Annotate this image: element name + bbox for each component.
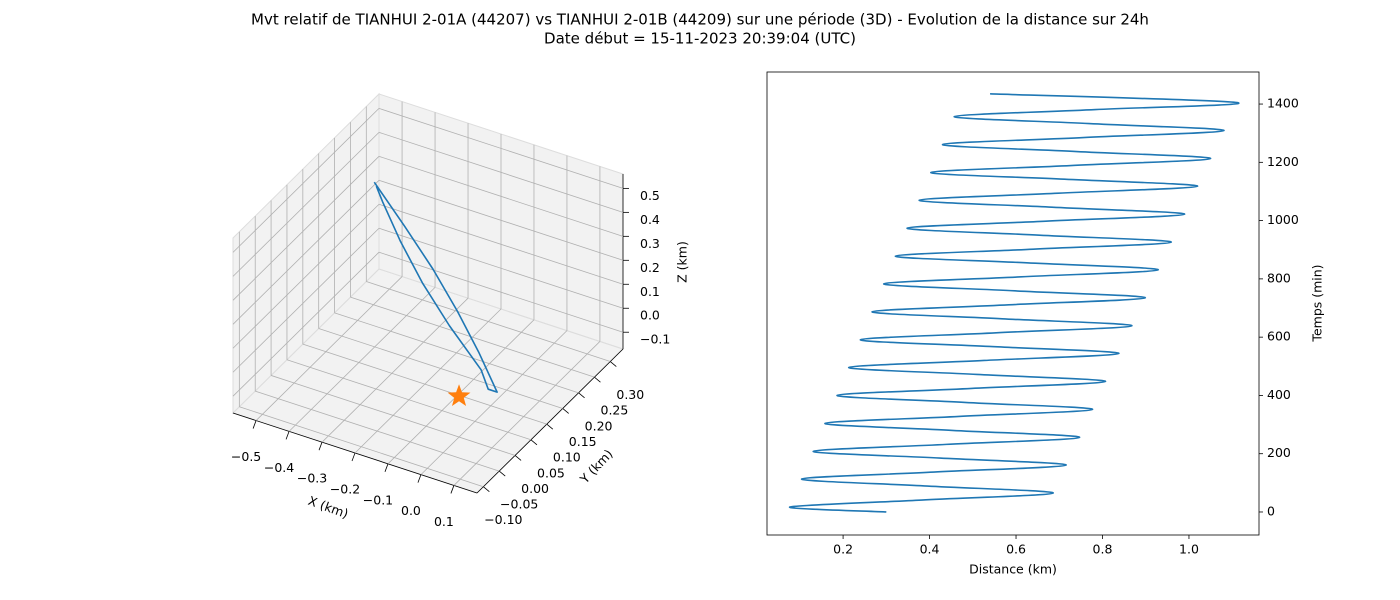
y-tick-label: 400 — [1267, 387, 1291, 402]
y-tick — [498, 470, 506, 477]
y-tick-label: 0.25 — [601, 403, 629, 418]
y-tick-label: −0.10 — [484, 512, 522, 527]
y-tick-label: 1400 — [1267, 96, 1299, 111]
grid-line — [232, 132, 380, 277]
grid-line — [378, 179, 624, 261]
grid-line — [232, 180, 380, 325]
x-tick-label: −0.2 — [330, 482, 360, 497]
y-tick — [514, 455, 522, 461]
grid-line — [288, 287, 436, 432]
grid-line — [420, 330, 568, 475]
x-tick — [384, 463, 389, 472]
y-tick-label: 800 — [1267, 270, 1291, 285]
side-pane — [232, 92, 380, 415]
grid-line — [378, 131, 624, 213]
plot-frame — [766, 71, 1260, 536]
grid-line — [286, 359, 532, 441]
y-tick-label: −0.05 — [500, 497, 538, 512]
grid-line — [255, 390, 500, 472]
y-axis-label: Temps (min) — [1310, 264, 1325, 342]
y-tick-label: 0.00 — [521, 481, 549, 496]
grid-line — [453, 341, 601, 486]
y-tick-label: 1200 — [1267, 154, 1299, 169]
distance-line — [789, 93, 1240, 513]
y-axis-line — [476, 348, 624, 494]
x-tick-label: 0.4 — [920, 542, 940, 557]
x-tick-label: 0.0 — [401, 503, 421, 518]
y-tick — [562, 408, 569, 414]
grid-line — [232, 251, 380, 397]
x-tick-label: 0.1 — [434, 514, 454, 529]
z-tick-label: 0.4 — [640, 212, 660, 227]
y-tick-label: 0.15 — [569, 434, 597, 449]
x-tick-label: −0.1 — [363, 492, 393, 507]
y-tick-label: 0.30 — [616, 387, 644, 402]
grid-line — [270, 375, 516, 456]
y-tick-label: 1000 — [1267, 212, 1299, 227]
grid-line — [378, 203, 624, 285]
y-tick-label: 0.05 — [537, 465, 565, 480]
origin-marker — [447, 384, 471, 407]
x-tick-label: −0.5 — [231, 449, 261, 464]
x-tick — [252, 420, 257, 429]
grid-line — [255, 276, 403, 421]
z-tick-label: 0.3 — [640, 236, 660, 251]
x-tick-label: 0.8 — [1093, 542, 1113, 557]
x-tick — [417, 474, 422, 483]
grid-line — [232, 108, 380, 253]
grid-line — [302, 343, 547, 425]
grid-line — [378, 251, 624, 333]
y-tick-label: 600 — [1267, 329, 1291, 344]
trajectory — [373, 181, 498, 393]
x-tick-label: 0.2 — [833, 542, 853, 557]
x-tick — [285, 431, 290, 440]
z-tick-label: 0.5 — [640, 188, 660, 203]
y-tick — [610, 361, 617, 367]
x-tick — [351, 452, 356, 462]
z-axis-label: Z (km) — [675, 241, 690, 283]
grid-line — [354, 308, 502, 454]
x-axis-label: Distance (km) — [969, 562, 1057, 577]
grid-line — [378, 155, 624, 237]
x-tick — [318, 442, 323, 451]
x-tick-label: −0.3 — [297, 471, 327, 486]
x-tick — [450, 485, 455, 494]
x-tick-label: 1.0 — [1179, 542, 1199, 557]
grid-line — [350, 296, 595, 378]
y-tick-label: 200 — [1267, 445, 1291, 460]
x-tick-label: −0.4 — [264, 460, 294, 475]
y-tick — [578, 392, 585, 399]
grid-line — [232, 227, 380, 373]
y-tick — [594, 376, 601, 383]
grid-line — [366, 281, 611, 362]
x-tick-label: 0.6 — [1006, 542, 1026, 557]
grid-line — [232, 156, 380, 301]
y-tick-label: 0.20 — [585, 418, 613, 433]
figure-title: Mvt relatif de TIANHUI 2-01A (44207) vs … — [251, 11, 1149, 29]
y-tick — [546, 423, 554, 430]
grid-line — [232, 203, 380, 349]
grid-line — [321, 297, 469, 443]
grid-line — [378, 108, 624, 189]
grid-line — [378, 227, 624, 309]
grid-line — [334, 312, 579, 394]
y-tick — [483, 486, 490, 493]
z-tick-label: 0.0 — [640, 308, 660, 323]
figure-subtitle: Date début = 15-11-2023 20:39:04 (UTC) — [544, 30, 856, 48]
grid-line — [239, 406, 484, 488]
grid-line — [318, 328, 563, 409]
y-tick-label: 0.10 — [553, 450, 581, 465]
z-tick-label: 0.2 — [640, 260, 660, 275]
y-tick-label: 0 — [1267, 503, 1275, 518]
z-tick-label: 0.1 — [640, 284, 660, 299]
z-tick-label: −0.1 — [640, 332, 670, 347]
y-tick — [530, 439, 538, 446]
